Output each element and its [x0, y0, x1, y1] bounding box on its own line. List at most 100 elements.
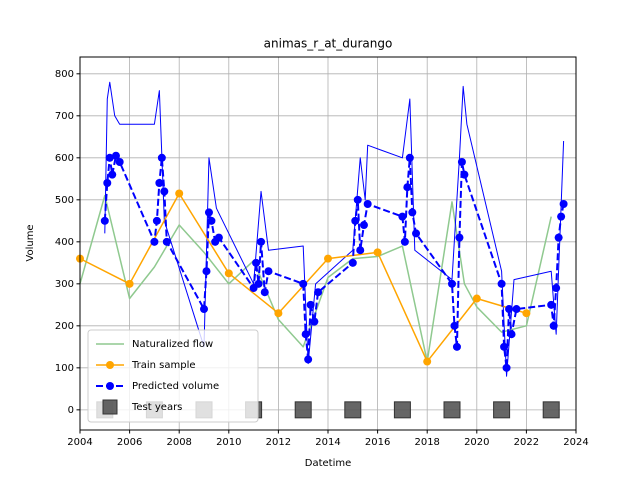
- point: [408, 208, 417, 217]
- point: [301, 330, 310, 339]
- point: [393, 401, 411, 419]
- legend-label: Test years: [131, 402, 182, 413]
- point: [507, 330, 516, 339]
- legend-marker: [106, 382, 114, 390]
- legend: Naturalized flow Train sample Predicted vo…: [87, 329, 259, 423]
- point: [505, 305, 514, 314]
- point: [373, 248, 382, 257]
- point: [554, 233, 563, 242]
- point: [542, 401, 560, 419]
- point: [403, 183, 412, 192]
- legend-label: Naturalized flow: [132, 339, 213, 350]
- legend-label: Predicted volume: [132, 381, 219, 392]
- x-tick-label: 2018: [414, 437, 439, 448]
- point: [512, 305, 521, 314]
- point: [175, 189, 184, 198]
- point: [356, 246, 365, 255]
- point: [204, 208, 213, 217]
- y-axis-label: Volume: [25, 224, 36, 261]
- point: [200, 305, 208, 314]
- y-tick-label: 300: [55, 279, 74, 290]
- y-tick-label: 200: [55, 321, 74, 332]
- x-axis-label: Datetime: [305, 458, 352, 469]
- point: [348, 258, 357, 267]
- point: [152, 216, 161, 225]
- legend-box: [87, 329, 259, 423]
- y-tick-label: 800: [55, 69, 74, 80]
- x-tick-label: 2016: [365, 437, 390, 448]
- point: [294, 401, 312, 419]
- point: [252, 258, 261, 267]
- y-tick-label: 500: [55, 195, 74, 206]
- point: [443, 401, 461, 419]
- point: [299, 279, 308, 288]
- x-tick-label: 2004: [67, 437, 92, 448]
- point: [324, 254, 332, 263]
- chart-title: animas_r_at_durango: [264, 37, 393, 51]
- point: [493, 401, 511, 419]
- x-tick-label: 2014: [315, 437, 340, 448]
- point: [547, 300, 556, 309]
- point: [472, 294, 481, 303]
- y-tick-label: 600: [55, 153, 74, 164]
- point: [457, 158, 466, 167]
- x-tick-label: 2008: [166, 437, 191, 448]
- x-tick-label: 2022: [514, 437, 539, 448]
- point: [359, 221, 368, 230]
- point: [412, 229, 421, 238]
- point: [105, 153, 114, 162]
- y-tick-label: 100: [55, 363, 74, 374]
- legend-marker: [106, 361, 114, 369]
- point: [314, 288, 323, 297]
- point: [103, 179, 112, 188]
- series-line: [104, 81, 565, 377]
- x-tick-label: 2012: [266, 437, 291, 448]
- legend-label: Train sample: [131, 360, 196, 371]
- point: [552, 284, 561, 293]
- point: [100, 216, 109, 225]
- point: [304, 355, 313, 364]
- point: [448, 279, 456, 288]
- point: [207, 216, 216, 225]
- series: [104, 81, 565, 377]
- y-tick-label: 0: [68, 405, 74, 416]
- point: [398, 212, 407, 221]
- series: [79, 194, 552, 363]
- point: [363, 200, 372, 209]
- point: [260, 288, 269, 297]
- point: [111, 151, 120, 160]
- point: [557, 212, 566, 221]
- point: [310, 317, 319, 326]
- point: [400, 237, 409, 246]
- point: [155, 179, 164, 188]
- point: [115, 158, 124, 167]
- point: [353, 195, 362, 204]
- point: [460, 170, 469, 179]
- point: [214, 233, 223, 242]
- point: [351, 216, 360, 225]
- point: [150, 237, 159, 246]
- axes: 2004 2006 2008 2010 2012 2014 2016 2018 2020 2022…: [55, 69, 589, 448]
- point: [452, 342, 461, 351]
- point: [344, 401, 362, 419]
- point: [202, 267, 211, 276]
- point: [306, 300, 315, 309]
- x-tick-label: 2024: [563, 437, 588, 448]
- point: [162, 237, 171, 246]
- point: [450, 321, 459, 330]
- point: [125, 279, 134, 288]
- point: [423, 357, 432, 366]
- point: [522, 309, 531, 318]
- point: [160, 187, 169, 196]
- y-tick-label: 400: [55, 237, 74, 248]
- point: [497, 279, 506, 288]
- point: [274, 309, 283, 318]
- point: [549, 321, 558, 330]
- point: [224, 269, 233, 278]
- point: [500, 342, 509, 351]
- y-tick-label: 700: [55, 111, 74, 122]
- point: [257, 237, 266, 246]
- series-line: [79, 194, 552, 363]
- point: [254, 279, 263, 288]
